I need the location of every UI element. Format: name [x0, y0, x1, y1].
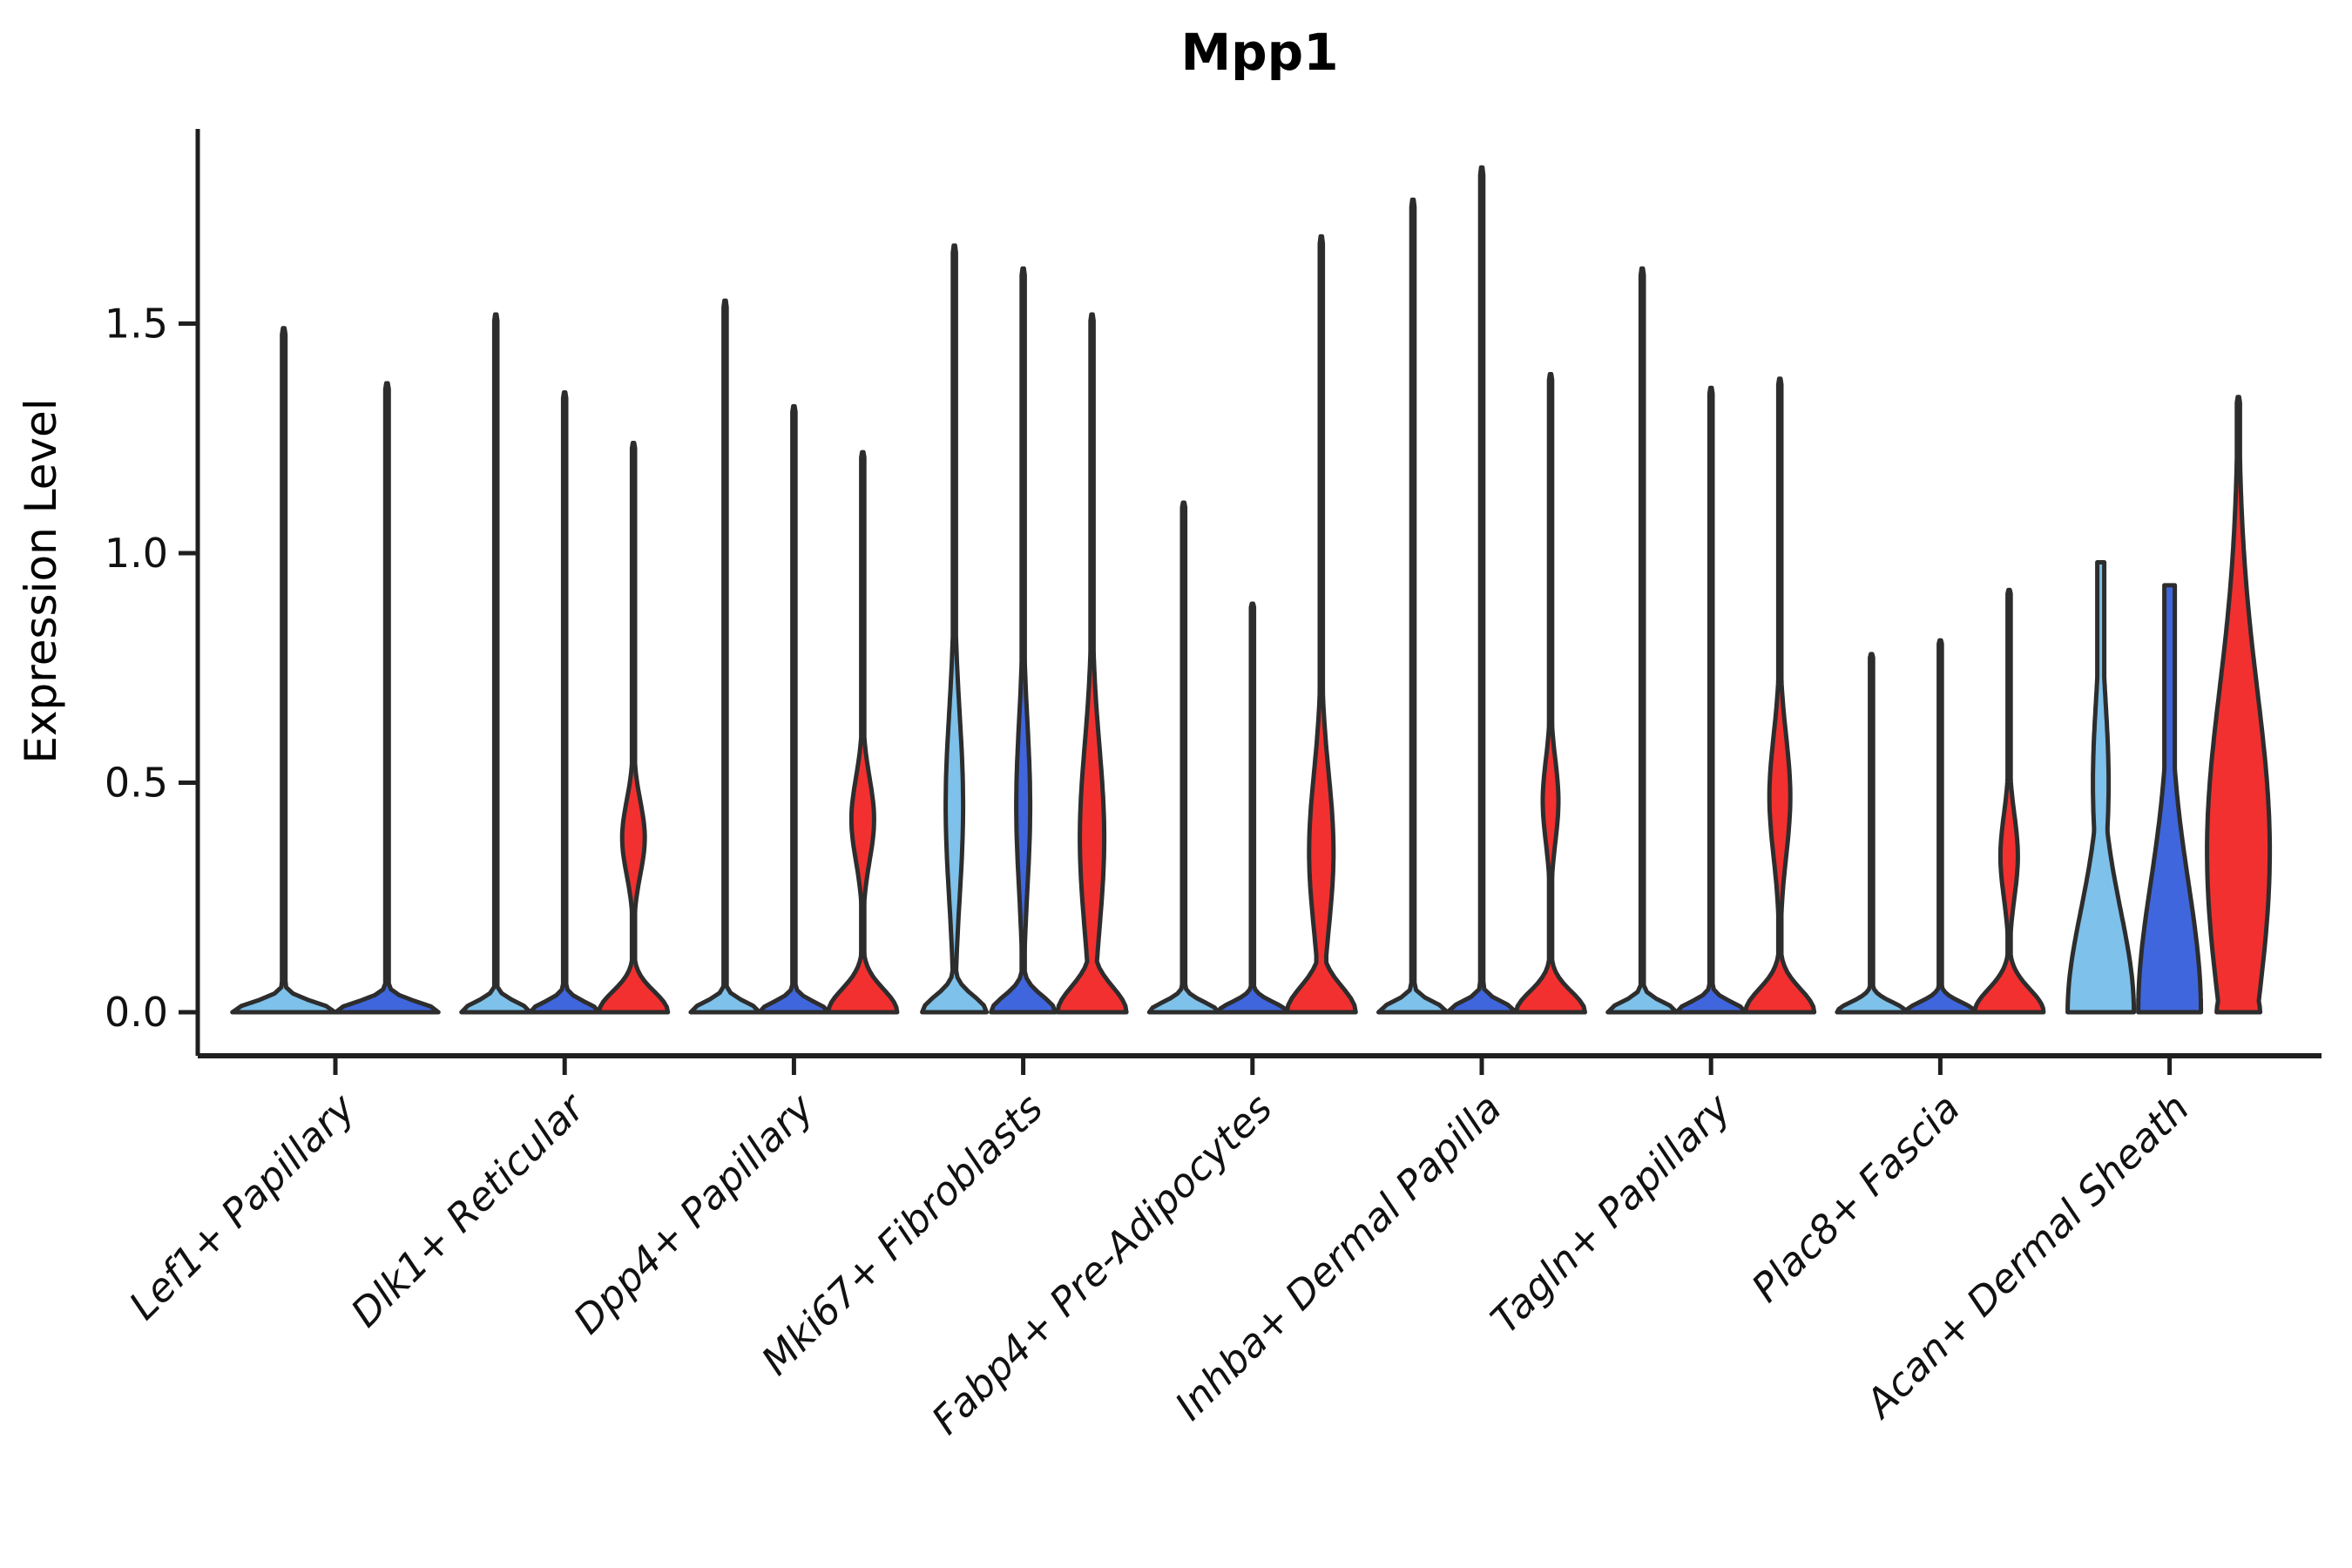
x-tick-label: Dlk1+ Reticular [342, 1084, 595, 1336]
axes-layer [179, 129, 2322, 1075]
violin-red-acan-dermal-sheath [2205, 395, 2273, 1015]
violin-lightblue-fabp4-pre-adipocytes [1146, 500, 1220, 1015]
violin-blue-dlk1-reticular [528, 390, 602, 1015]
y-axis-label: Expression Level [16, 398, 66, 763]
violin-lightblue-tagln-papillary [1605, 266, 1680, 1015]
violin-red-plac8-fascia [1972, 587, 2046, 1015]
y-axis-tick-labels: 0.0 0.5 1.0 1.5 [105, 301, 168, 1037]
y-tick-label: 1.0 [105, 530, 168, 577]
violin-blue-inhba-dermal-papilla [1445, 165, 1518, 1015]
violin-red-dlk1-reticular [597, 441, 671, 1015]
chart-title: Mpp1 [1180, 23, 1338, 82]
violin-red-mki67-fibroblasts [1055, 312, 1129, 1015]
violin-blue-fabp4-pre-adipocytes [1215, 601, 1289, 1015]
violin-lightblue-plac8-fascia [1835, 652, 1909, 1015]
violin-blue-tagln-papillary [1674, 385, 1748, 1015]
y-tick-label: 0.5 [105, 760, 168, 807]
violin-blue-acan-dermal-sheath [2136, 583, 2204, 1015]
violin-red-fabp4-pre-adipocytes [1284, 233, 1358, 1015]
violin-red-tagln-papillary [1743, 376, 1817, 1015]
violins-layer [230, 165, 2273, 1015]
x-tick-label: Tagln+ Papillary [1482, 1084, 1740, 1342]
violin-blue-mki67-fibroblasts [989, 266, 1058, 1015]
violin-lightblue-dpp4-papillary [688, 298, 762, 1015]
x-tick-label: Lef1+ Papillary [120, 1084, 365, 1328]
violin-red-inhba-dermal-papilla [1514, 372, 1587, 1015]
violin-blue-lef1-papillary [333, 381, 441, 1015]
violin-lightblue-mki67-fibroblasts [920, 243, 990, 1015]
violin-red-dpp4-papillary [826, 449, 900, 1015]
y-tick-label: 1.5 [105, 301, 168, 348]
y-tick-label: 0.0 [105, 989, 168, 1036]
x-tick-label: Dpp4+ Papillary [564, 1084, 823, 1342]
violin-lightblue-lef1-papillary [230, 326, 338, 1015]
violin-lightblue-acan-dermal-sheath [2065, 560, 2137, 1015]
violin-lightblue-inhba-dermal-papilla [1376, 197, 1450, 1015]
violin-blue-dpp4-papillary [757, 403, 831, 1015]
violin-lightblue-dlk1-reticular [459, 312, 533, 1015]
violin-blue-plac8-fascia [1903, 638, 1977, 1015]
x-tick-label: Plac8+ Fascia [1742, 1085, 1969, 1311]
